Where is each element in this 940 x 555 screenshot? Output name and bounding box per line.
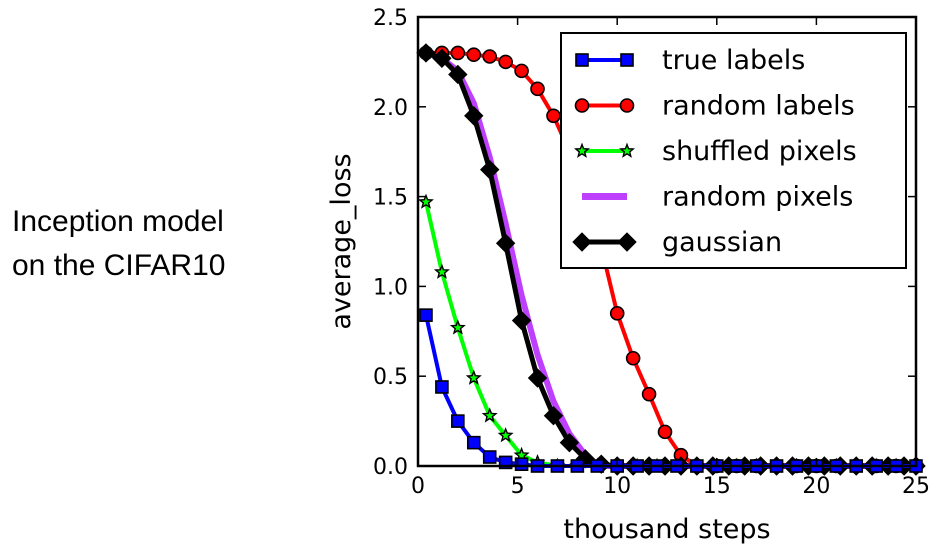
legend-label: shuffled pixels — [662, 136, 857, 167]
data-point — [480, 159, 500, 180]
data-point — [448, 64, 468, 85]
data-point — [495, 233, 516, 254]
plot-frame — [416, 15, 918, 468]
data-point — [498, 54, 513, 70]
y-tick-label: 2.0 — [373, 96, 408, 121]
data-point — [609, 306, 625, 321]
data-point — [466, 435, 481, 450]
legend-entry: random pixels — [582, 182, 853, 213]
x-tick-label: 0 — [411, 474, 425, 499]
data-point — [482, 49, 498, 64]
data-point — [559, 432, 580, 453]
data-point — [466, 47, 482, 63]
y-tick-label: 2.5 — [373, 6, 408, 31]
data-point — [530, 81, 545, 97]
x-tick-label: 5 — [511, 474, 525, 499]
data-point — [482, 450, 497, 464]
data-point — [416, 43, 436, 63]
y-tick-label: 0.0 — [373, 455, 408, 480]
data-point — [464, 106, 484, 126]
data-point — [435, 380, 449, 394]
axis-ticks: 0 5 10 15 20 25 0.0 0.5 1.0 1.5 2.0 2.5 — [373, 6, 930, 499]
legend-marker — [574, 98, 590, 113]
x-tick-label: 25 — [902, 474, 930, 499]
legend: true labels random labels shuffled pixels r… — [560, 32, 907, 269]
y-axis-title: average_loss — [326, 153, 357, 329]
data-point — [481, 407, 498, 423]
data-point — [419, 308, 433, 322]
legend-marker — [617, 232, 637, 252]
y-tick-label: 0.5 — [373, 365, 408, 390]
legend-entry: shuffled pixels — [573, 136, 857, 167]
data-point — [514, 63, 529, 79]
data-point — [449, 319, 466, 335]
data-point — [432, 48, 452, 69]
x-tick-label: 15 — [703, 474, 731, 499]
caption-line-1: Inception model — [12, 205, 224, 238]
series-true-labels — [419, 308, 923, 473]
data-point — [451, 414, 465, 428]
chart-side-caption: Inception model on the CIFAR10 — [12, 200, 225, 288]
legend-marker — [620, 53, 634, 67]
data-point — [641, 386, 657, 402]
legend-marker — [575, 53, 589, 67]
data-point — [625, 350, 641, 366]
y-tick-label: 1.5 — [373, 186, 408, 211]
caption-line-2: on the CIFAR10 — [12, 249, 226, 282]
legend-marker — [618, 142, 636, 158]
legend-label: gaussian — [662, 227, 782, 258]
plot-area — [416, 15, 926, 476]
legend-marker — [572, 232, 592, 252]
legend-marker — [573, 142, 591, 158]
data-point — [465, 369, 482, 385]
x-tick-label: 20 — [802, 474, 830, 499]
legend-label: random labels — [662, 91, 855, 122]
data-point — [543, 406, 564, 426]
legend-entry: random labels — [574, 91, 855, 122]
legend-label: random pixels — [662, 182, 853, 213]
y-tick-label: 1.0 — [373, 275, 408, 300]
data-point — [527, 368, 548, 388]
x-axis-title: thousand steps — [563, 514, 770, 545]
data-point — [418, 193, 434, 209]
data-point — [450, 45, 466, 61]
data-point — [497, 427, 514, 443]
legend-entry: true labels — [575, 45, 805, 76]
data-point — [657, 424, 673, 440]
data-point — [511, 310, 532, 331]
data-point — [433, 263, 450, 279]
legend-label: true labels — [662, 45, 805, 76]
data-point — [546, 108, 561, 124]
legend-marker — [619, 98, 635, 113]
x-tick-label: 10 — [603, 474, 631, 499]
legend-entry: gaussian — [572, 227, 782, 258]
